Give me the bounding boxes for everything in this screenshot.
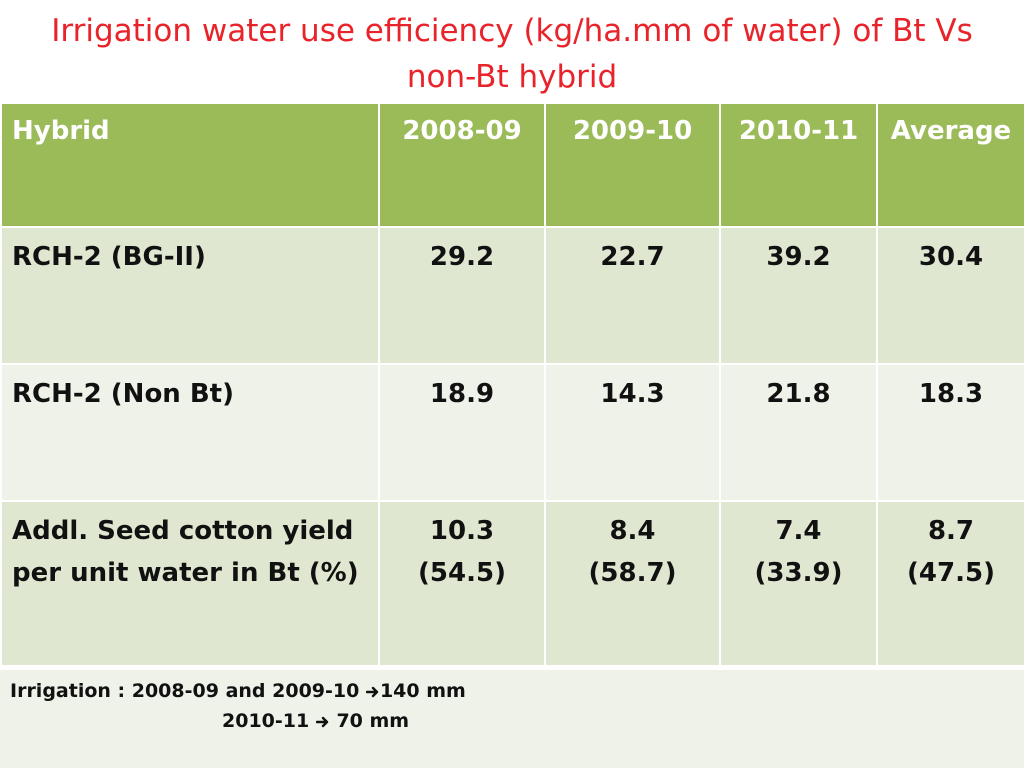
value: 18.3 xyxy=(918,379,984,409)
value: 8.7 xyxy=(927,516,975,546)
value-cell: 8.7 (47.5) xyxy=(876,500,1024,667)
value-cell: 29.2 xyxy=(378,226,546,365)
header-row: Hybrid 2008-09 2009-10 2010-11 Average xyxy=(0,102,1024,228)
table-row: RCH-2 (Non Bt) 18.9 14.3 21.8 18.3 xyxy=(0,363,1024,502)
header-2010-11: 2010-11 xyxy=(719,102,878,228)
value-cell: 22.7 xyxy=(544,226,721,365)
value: 10.3 xyxy=(429,516,495,546)
note-line-1: Irrigation : 2008-09 and 2009-10 140 mm xyxy=(10,680,466,702)
note-line-2: 2010-11 70 mm xyxy=(222,710,409,732)
hybrid-name-line-2: per unit water in Bt (%) xyxy=(12,558,359,588)
header-average: Average xyxy=(876,102,1024,228)
right-arrow-icon xyxy=(365,686,379,697)
title-line-2: non-Bt hybrid xyxy=(406,59,618,95)
value-percent: (54.5) xyxy=(418,558,506,588)
value-cell: 7.4 (33.9) xyxy=(719,500,878,667)
value-cell: 18.3 xyxy=(876,363,1024,502)
value: 7.4 xyxy=(775,516,822,546)
value-cell: 10.3 (54.5) xyxy=(378,500,546,667)
note-text: 2010-11 xyxy=(222,710,316,732)
note-text: Irrigation : 2008-09 and 2009-10 xyxy=(10,680,366,702)
right-arrow-icon xyxy=(315,716,329,727)
note-value: 140 mm xyxy=(379,680,466,702)
value-cell: 39.2 xyxy=(719,226,878,365)
table-row: RCH-2 (BG-II) 29.2 22.7 39.2 30.4 xyxy=(0,226,1024,365)
hybrid-name: RCH-2 (BG-II) xyxy=(12,242,206,272)
header-2008-09: 2008-09 xyxy=(378,102,546,228)
title-line-1: Irrigation water use efficiency (kg/ha.m… xyxy=(51,13,973,49)
irrigation-note: Irrigation : 2008-09 and 2009-10 140 mm … xyxy=(0,668,1024,768)
value: 29.2 xyxy=(429,242,495,272)
value: 39.2 xyxy=(766,242,831,272)
value: 14.3 xyxy=(600,379,665,409)
hybrid-name: RCH-2 (Non Bt) xyxy=(12,379,234,409)
value-cell: 21.8 xyxy=(719,363,878,502)
value: 18.9 xyxy=(429,379,495,409)
hybrid-cell: RCH-2 (Non Bt) xyxy=(0,363,380,502)
hybrid-name-line-1: Addl. Seed cotton yield xyxy=(12,516,354,546)
header-hybrid: Hybrid xyxy=(0,102,380,228)
value-cell: 8.4 (58.7) xyxy=(544,500,721,667)
header-2009-10: 2009-10 xyxy=(544,102,721,228)
value-percent: (47.5) xyxy=(907,558,995,588)
slide-title: Irrigation water use efficiency (kg/ha.m… xyxy=(0,8,1024,100)
value-percent: (58.7) xyxy=(588,558,677,588)
value-percent: (33.9) xyxy=(754,558,843,588)
value: 21.8 xyxy=(766,379,831,409)
value: 22.7 xyxy=(600,242,665,272)
value: 8.4 xyxy=(609,516,656,546)
value: 30.4 xyxy=(918,242,984,272)
value-cell: 18.9 xyxy=(378,363,546,502)
efficiency-table: Hybrid 2008-09 2009-10 2010-11 Average R… xyxy=(0,102,1024,667)
value-cell: 30.4 xyxy=(876,226,1024,365)
hybrid-cell: Addl. Seed cotton yield per unit water i… xyxy=(0,500,380,667)
table-row: Addl. Seed cotton yield per unit water i… xyxy=(0,500,1024,667)
value-cell: 14.3 xyxy=(544,363,721,502)
note-value: 70 mm xyxy=(329,710,410,732)
hybrid-cell: RCH-2 (BG-II) xyxy=(0,226,380,365)
